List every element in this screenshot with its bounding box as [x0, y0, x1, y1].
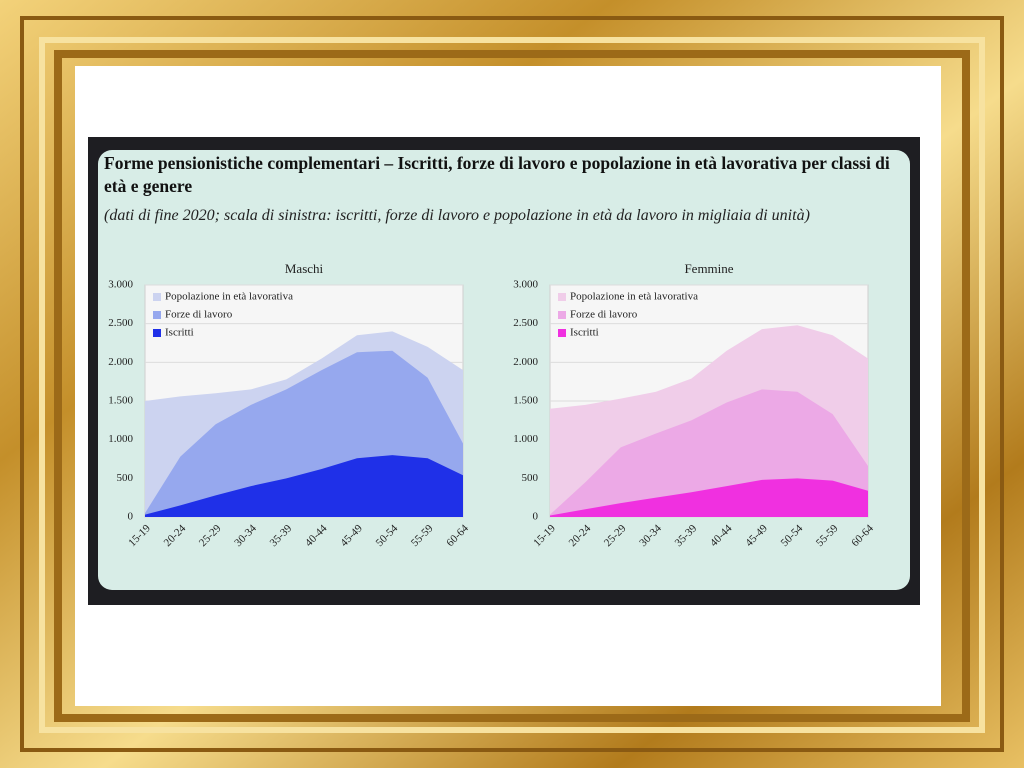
chart-maschi: Maschi 0 500 1.000 1.500 2.000 2.500 3.000 Popol…	[108, 261, 471, 549]
legend-label: Iscritti	[165, 327, 194, 339]
legend-swatch	[558, 293, 566, 301]
y-tick-label: 0	[533, 511, 539, 523]
slide-title: Forme pensionistiche complementari – Isc…	[104, 153, 890, 196]
y-tick-label: 500	[522, 472, 539, 484]
y-tick-label: 2.000	[513, 356, 538, 368]
x-tick-label: 45-49	[743, 522, 770, 549]
x-tick-label: 30-34	[637, 522, 664, 549]
x-tick-label: 25-29	[602, 522, 629, 549]
area	[550, 478, 868, 517]
area	[145, 455, 463, 517]
legend-label: Popolazione in età lavorativa	[165, 291, 293, 303]
chart-title: Maschi	[285, 261, 324, 276]
x-tick-label: 55-59	[409, 522, 436, 549]
y-tick-label: 0	[128, 511, 134, 523]
y-tick-label: 1.500	[108, 395, 133, 407]
legend-swatch	[153, 311, 161, 319]
x-tick-label: 30-34	[232, 522, 259, 549]
x-tick-label: 60-64	[849, 522, 876, 549]
legend-label: Popolazione in età lavorativa	[570, 291, 698, 303]
y-tick-label: 2.500	[108, 317, 133, 329]
x-tick-label: 50-54	[779, 522, 806, 549]
chart-femmine: Femmine 0 500 1.000 1.500 2.000 2.500 3.000 Popo…	[513, 261, 876, 549]
y-tick-label: 2.000	[108, 356, 133, 368]
x-tick-label: 15-19	[531, 522, 558, 549]
legend-swatch	[153, 329, 161, 337]
legend-label: Forze di lavoro	[165, 309, 233, 321]
x-tick-label: 35-39	[268, 522, 295, 549]
y-tick-label: 1.000	[108, 433, 133, 445]
y-tick-label: 3.000	[108, 279, 133, 291]
y-tick-label: 1.500	[513, 395, 538, 407]
x-tick-label: 20-24	[567, 522, 594, 549]
x-tick-label: 50-54	[374, 522, 401, 549]
legend-label: Iscritti	[570, 327, 599, 339]
x-tick-label: 20-24	[162, 522, 189, 549]
y-tick-label: 3.000	[513, 279, 538, 291]
y-tick-label: 500	[117, 472, 134, 484]
legend-swatch	[153, 293, 161, 301]
y-tick-label: 2.500	[513, 317, 538, 329]
x-tick-label: 25-29	[197, 522, 224, 549]
x-tick-label: 40-44	[708, 522, 735, 549]
x-tick-label: 40-44	[303, 522, 330, 549]
x-tick-label: 15-19	[126, 522, 153, 549]
slide-subtitle: (dati di fine 2020; scala di sinistra: i…	[104, 207, 810, 224]
legend-swatch	[558, 329, 566, 337]
x-tick-label: 60-64	[444, 522, 471, 549]
chart-title: Femmine	[684, 261, 733, 276]
x-tick-label: 55-59	[814, 522, 841, 549]
x-tick-label: 45-49	[338, 522, 365, 549]
x-tick-label: 35-39	[673, 522, 700, 549]
y-tick-label: 1.000	[513, 433, 538, 445]
legend-label: Forze di lavoro	[570, 309, 638, 321]
legend-swatch	[558, 311, 566, 319]
